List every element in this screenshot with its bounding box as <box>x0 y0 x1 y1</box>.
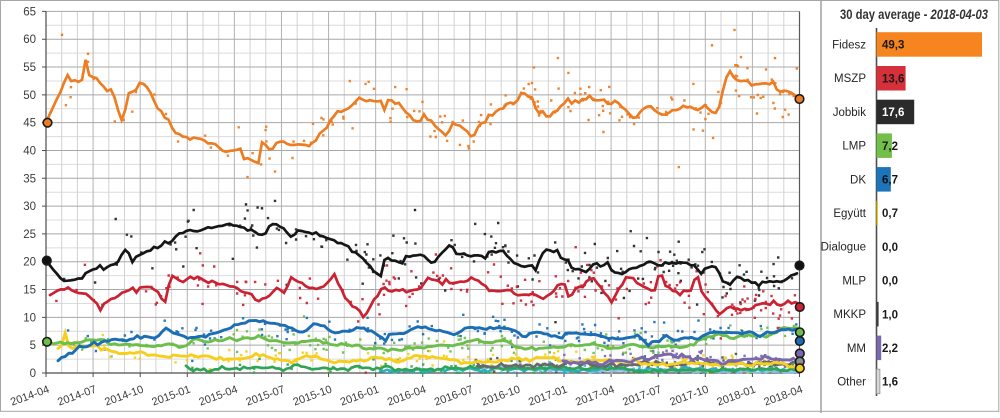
svg-text:6,7: 6,7 <box>882 175 898 187</box>
svg-text:MSZP: MSZP <box>834 73 866 85</box>
svg-text:13,6: 13,6 <box>882 73 904 85</box>
svg-text:Dialogue: Dialogue <box>821 242 866 254</box>
svg-text:MM: MM <box>847 343 866 355</box>
svg-text:LMP: LMP <box>842 141 866 153</box>
svg-text:MLP: MLP <box>842 275 866 287</box>
svg-text:55: 55 <box>23 62 36 74</box>
svg-text:15: 15 <box>23 285 36 297</box>
svg-text:Jobbik: Jobbik <box>833 107 866 119</box>
svg-text:17,6: 17,6 <box>882 107 904 119</box>
svg-text:60: 60 <box>23 34 36 46</box>
svg-text:25: 25 <box>23 229 36 241</box>
svg-text:Other: Other <box>837 377 866 389</box>
svg-text:0,0: 0,0 <box>882 242 898 254</box>
svg-text:0,7: 0,7 <box>882 208 898 220</box>
svg-text:65: 65 <box>23 6 36 18</box>
svg-text:2,2: 2,2 <box>882 343 898 355</box>
svg-text:50: 50 <box>23 90 36 102</box>
svg-text:30: 30 <box>23 201 36 213</box>
svg-text:7,2: 7,2 <box>882 141 898 153</box>
svg-text:20: 20 <box>23 257 36 269</box>
svg-text:5: 5 <box>30 340 36 352</box>
svg-text:30 day average - 2018-04-03: 30 day average - 2018-04-03 <box>840 7 988 22</box>
svg-text:MKKP: MKKP <box>833 309 866 321</box>
svg-text:49,3: 49,3 <box>882 40 904 52</box>
svg-text:10: 10 <box>23 312 36 324</box>
svg-text:45: 45 <box>23 118 36 130</box>
svg-text:Együtt: Együtt <box>833 208 866 220</box>
svg-text:1,6: 1,6 <box>882 377 898 389</box>
svg-text:1,0: 1,0 <box>882 309 898 321</box>
svg-text:0,0: 0,0 <box>882 276 898 288</box>
svg-text:35: 35 <box>23 173 36 185</box>
svg-text:0: 0 <box>30 368 36 380</box>
svg-text:40: 40 <box>23 146 36 158</box>
svg-text:DK: DK <box>850 174 866 186</box>
svg-text:Fidesz: Fidesz <box>832 40 866 52</box>
